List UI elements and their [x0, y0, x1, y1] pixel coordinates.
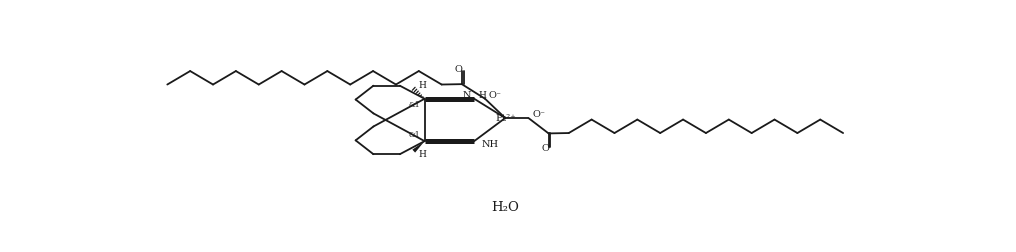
Text: H: H	[479, 91, 487, 100]
Text: O⁻: O⁻	[532, 110, 546, 119]
Polygon shape	[412, 141, 425, 153]
Text: &1: &1	[408, 101, 420, 109]
Text: &1: &1	[408, 131, 420, 139]
Text: Pt²⁺: Pt²⁺	[496, 113, 516, 122]
Text: O: O	[455, 65, 462, 74]
Text: NH: NH	[482, 140, 499, 149]
Text: H₂O: H₂O	[492, 201, 519, 214]
Text: N: N	[462, 91, 471, 100]
Text: H: H	[419, 150, 427, 159]
Text: H: H	[419, 81, 427, 90]
Text: O⁻: O⁻	[489, 91, 502, 100]
Text: O: O	[542, 144, 550, 152]
